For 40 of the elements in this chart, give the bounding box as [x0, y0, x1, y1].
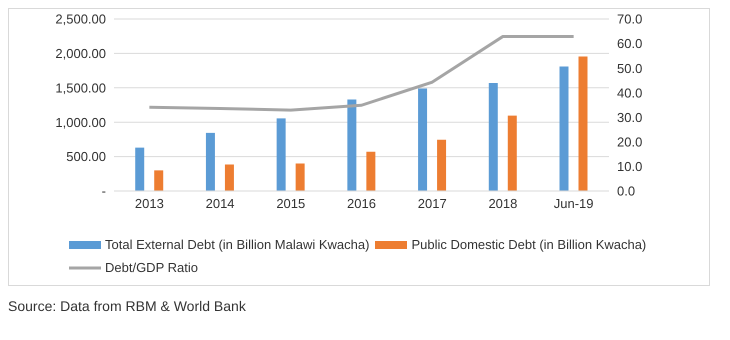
y2-tick-label: 70.0 — [617, 12, 642, 27]
y2-tick-label: 50.0 — [617, 60, 642, 76]
legend-label: Debt/GDP Ratio — [105, 260, 198, 275]
y2-tick-label: 0.0 — [617, 184, 636, 199]
bar — [488, 82, 498, 191]
x-tick-label: 2018 — [488, 196, 518, 212]
x-tick-label: Jun-19 — [554, 196, 594, 212]
x-tick-label: 2017 — [418, 196, 447, 212]
bar — [296, 163, 305, 191]
x-tick-label: 2016 — [347, 196, 376, 212]
source-note: Source: Data from RBM & World Bank — [8, 298, 247, 314]
y2-tick-label: 30.0 — [617, 110, 642, 125]
y2-tick-label: 10.0 — [617, 159, 642, 174]
bar — [418, 88, 428, 191]
line-series — [148, 34, 576, 112]
y2-tick-label: 40.0 — [617, 85, 642, 100]
bar — [578, 56, 588, 191]
y-tick-label: 500.00 — [66, 149, 106, 164]
y2-tick-label: 20.0 — [617, 134, 642, 150]
bar — [224, 164, 234, 191]
y-tick-label: - — [102, 184, 106, 199]
bar — [347, 99, 356, 191]
legend-label: Public Domestic Debt (in Billion Kwacha) — [411, 237, 646, 252]
bar — [560, 66, 568, 191]
y-tick-label: 1,000.00 — [55, 114, 106, 130]
bar — [206, 132, 215, 191]
y-tick-label: 2,500.00 — [55, 12, 106, 27]
bar — [135, 148, 144, 191]
y-tick-label: 2,000.00 — [55, 46, 106, 62]
y2-tick-label: 60.0 — [617, 36, 642, 52]
x-tick-label: 2015 — [276, 196, 306, 212]
bar — [366, 152, 376, 191]
bar — [154, 170, 164, 191]
x-tick-label: 2014 — [206, 196, 235, 212]
bar — [276, 118, 286, 191]
legend-label: Total External Debt (in Billion Malawi Kwacha) — [105, 237, 370, 252]
x-tick-label: 2013 — [134, 196, 164, 212]
bar — [437, 140, 446, 191]
y-tick-label: 1,500.00 — [55, 80, 106, 96]
bar — [508, 116, 517, 191]
